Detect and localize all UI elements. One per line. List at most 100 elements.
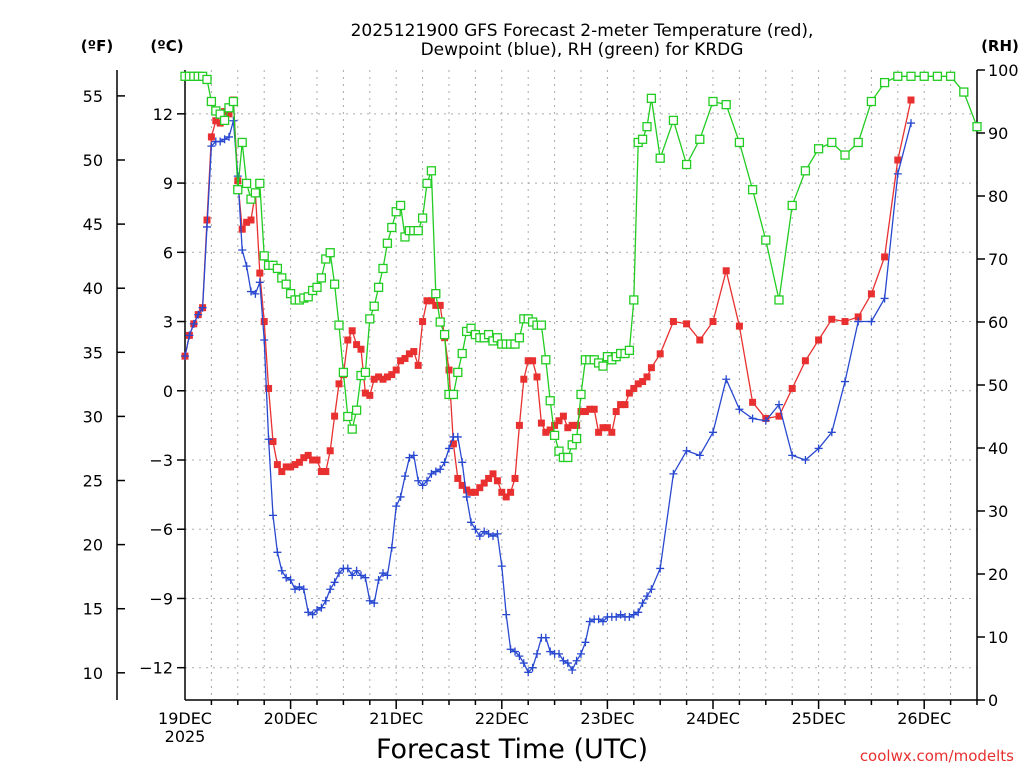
rh-point	[334, 320, 344, 330]
temperature-point	[335, 380, 343, 388]
celsius-tick-label: −6	[149, 520, 173, 539]
rh-point	[668, 115, 679, 126]
dewpoint-point	[189, 319, 198, 328]
temperature-point	[625, 389, 633, 397]
dewpoint-point	[629, 610, 638, 619]
dewpoint-point	[555, 649, 563, 658]
temperature-point	[225, 110, 233, 118]
rh-point	[351, 405, 362, 415]
x-tick-label: 21DEC	[369, 709, 423, 728]
dewpoint-point	[445, 444, 453, 453]
fahrenheit-tick-label: 15	[83, 600, 103, 619]
temperature-point	[775, 412, 783, 420]
temperature-point	[485, 474, 493, 482]
fahrenheit-tick-label: 45	[83, 215, 103, 234]
dewpoint-point	[647, 585, 656, 594]
dewpoint-point	[524, 668, 533, 677]
dewpoint-point	[801, 456, 810, 464]
dewpoint-point	[225, 132, 233, 141]
x-tick-label: 24DEC	[686, 709, 740, 728]
dewpoint-point	[568, 666, 577, 674]
rh-point	[233, 185, 243, 195]
temperature-point	[854, 313, 862, 321]
dewpoint-point	[194, 310, 203, 319]
temperature-point	[260, 318, 268, 326]
dewpoint-point	[370, 599, 379, 608]
temperature-point	[551, 421, 559, 429]
temperature-point	[291, 461, 299, 469]
x-axis-title: Forecast Time (UTC)	[376, 734, 648, 765]
celsius-tick-label: 0	[163, 382, 173, 401]
dewpoint-point	[304, 608, 313, 617]
celsius-tick-label: −3	[149, 451, 173, 470]
temperature-point	[603, 424, 611, 432]
dewpoint-point	[907, 119, 915, 128]
rh-point	[382, 238, 393, 248]
x-tick-label-year: 2025	[165, 727, 206, 746]
rh-point	[598, 361, 608, 371]
dewpoint-point	[493, 529, 502, 538]
dewpoint-point	[682, 446, 691, 455]
rh-point	[417, 213, 428, 223]
rh-point	[250, 188, 261, 198]
rh-point	[919, 71, 929, 81]
rh-point	[259, 251, 269, 261]
dewpoint-point	[572, 656, 581, 665]
temperature-point	[639, 378, 647, 386]
rh-point	[932, 71, 943, 81]
dewpoint-point	[643, 592, 651, 601]
celsius-tick-label: 12	[153, 105, 173, 124]
dewpoint-point	[748, 414, 757, 423]
temperature-point	[533, 373, 541, 381]
rh-tick-label: 60	[988, 313, 1008, 332]
rh-point	[448, 389, 459, 400]
fahrenheit-tick-label: 40	[83, 279, 103, 298]
temperature-point	[295, 458, 303, 466]
rh-point	[453, 367, 463, 378]
temperature-series	[181, 96, 915, 501]
temperature-point	[445, 366, 453, 374]
dewpoint-point	[484, 529, 493, 538]
dewpoint-point	[286, 576, 295, 584]
temperature-point	[643, 373, 651, 381]
temperature-point	[546, 426, 554, 434]
dewpoint-point	[343, 564, 352, 573]
temperature-point	[573, 421, 581, 429]
dewpoint-point	[506, 645, 515, 654]
temperature-point	[502, 493, 510, 501]
rh-point	[369, 301, 379, 311]
rh-point	[316, 273, 327, 283]
temperature-point	[595, 428, 603, 436]
temperature-point	[520, 375, 528, 383]
dewpoint-point	[467, 518, 475, 527]
temperature-point	[366, 391, 374, 399]
fahrenheit-tick-label: 10	[83, 664, 103, 683]
dewpoint-point	[656, 564, 665, 573]
temperature-point	[581, 408, 589, 416]
temperature-point	[392, 366, 400, 374]
rh-point	[972, 122, 982, 132]
temperature-point	[612, 408, 620, 416]
temperature-point	[480, 479, 488, 487]
dewpoint-point	[893, 169, 902, 178]
temperature-point	[405, 350, 413, 358]
dewpoint-point	[511, 647, 519, 656]
dewpoint-point	[185, 331, 194, 340]
temperature-point	[265, 384, 273, 392]
temperature-point	[379, 375, 387, 383]
dewpoint-point	[291, 585, 299, 594]
dewpoint-point	[814, 444, 823, 453]
temperature-point	[564, 424, 572, 432]
temperature-point	[313, 456, 321, 464]
dewpoint-point	[379, 569, 387, 578]
rh-point	[325, 248, 335, 258]
dewpoint-point	[841, 377, 849, 386]
temperature-point	[894, 156, 902, 164]
temperature-point	[815, 336, 823, 344]
dewpoint-point	[599, 617, 607, 626]
temperature-point	[388, 371, 396, 379]
rh-point	[787, 200, 797, 211]
dewpoint-point	[203, 222, 211, 231]
dewpoint-point	[440, 458, 449, 467]
rh-point	[827, 137, 837, 148]
